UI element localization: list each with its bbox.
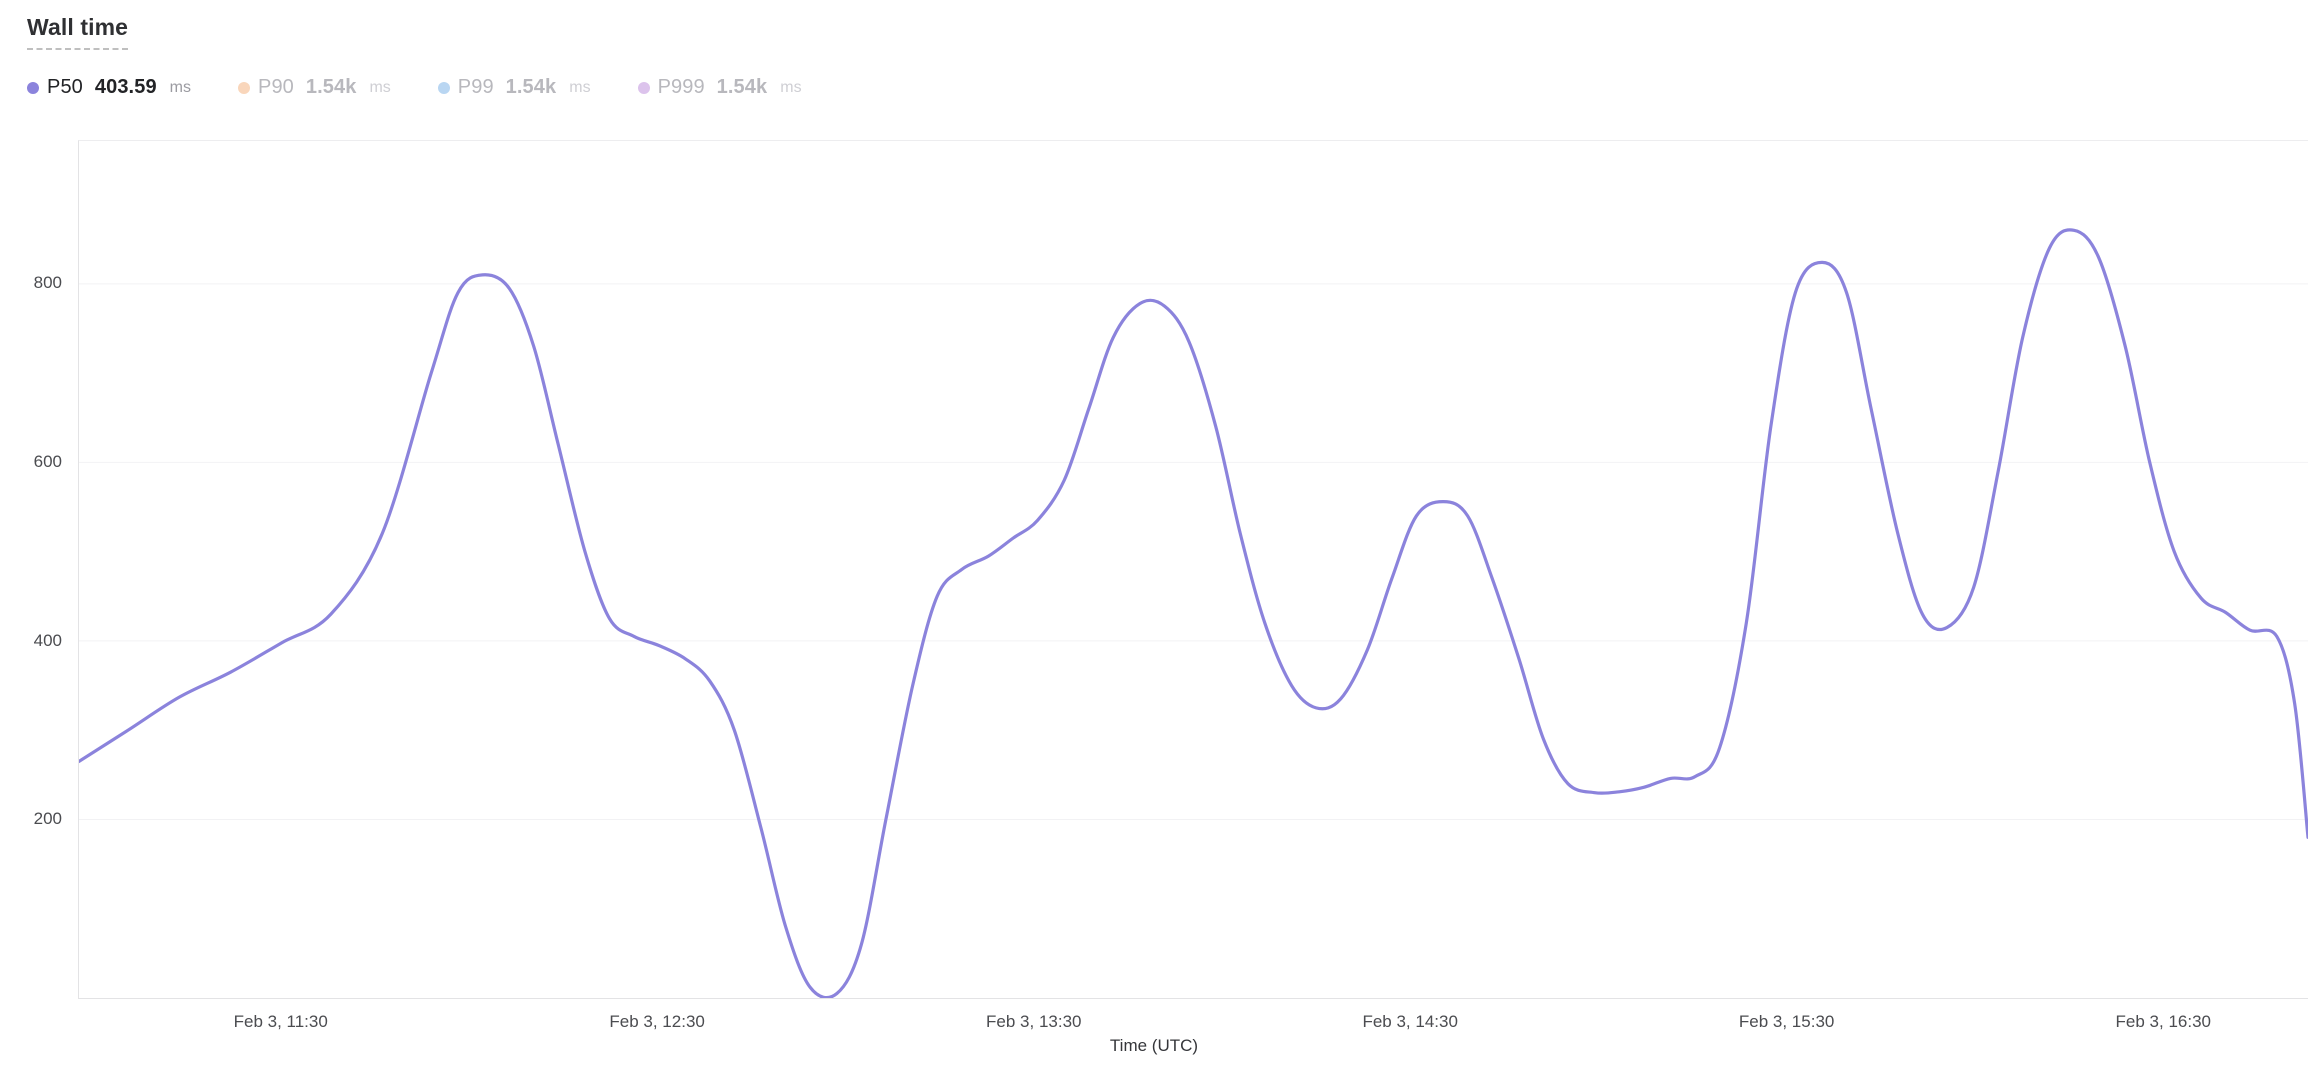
line-chart-svg [79,141,2308,998]
y-tick-label: 600 [33,451,62,471]
y-tick-label: 400 [33,630,62,650]
legend-series-unit: ms [169,78,191,96]
legend-series-value: 1.54k [716,76,768,98]
legend-series-name: P90 [258,76,294,98]
y-tick-label: 200 [33,809,62,829]
x-axis-title: Time (UTC) [1109,1036,1199,1055]
legend-item-p50[interactable]: P50 403.59 ms [27,76,191,99]
x-tick-label: Feb 3, 15:30 [1738,1012,1835,1031]
legend-dot-icon [437,81,450,94]
legend-item-p90[interactable]: P90 1.54k ms [238,76,391,99]
legend-series-unit: ms [569,78,591,96]
x-tick-label: Feb 3, 14:30 [1362,1012,1458,1031]
legend-series-value: 1.54k [505,76,557,98]
chart-legend: P50 403.59 ms P90 1.54k ms P99 1.54k ms P999 1.54k… [27,76,849,99]
plot-area[interactable] [78,140,2308,998]
x-tick-label: Feb 3, 16:30 [2115,1012,2211,1031]
series-line-p50 [79,230,2308,998]
series-paths [79,230,2308,998]
legend-item-p99[interactable]: P99 1.54k ms [437,76,591,99]
gridlines [79,283,2308,820]
legend-item-p999[interactable]: P999 1.54k ms [637,76,802,99]
legend-series-value: 1.54k [305,76,357,98]
legend-series-value: 403.59 [94,76,157,98]
legend-series-name: P50 [47,76,83,98]
legend-series-unit: ms [780,78,802,96]
legend-series-name: P99 [457,76,494,98]
x-axis-labels: Feb 3, 11:30 Feb 3, 12:30 Feb 3, 13:30 Feb … [78,998,2308,1038]
x-tick-label: Feb 3, 11:30 [233,1012,328,1031]
legend-series-name: P999 [657,76,705,98]
x-tick-label: Feb 3, 12:30 [609,1012,705,1031]
legend-dot-icon [27,81,39,94]
page-title: Wall time [27,13,129,50]
legend-dot-icon [238,81,250,94]
y-tick-label: 800 [33,273,62,292]
legend-series-unit: ms [369,78,391,96]
y-axis-labels: 200 400 600 800 [0,140,78,998]
x-axis-line [78,998,2308,999]
x-tick-label: Feb 3, 13:30 [986,1012,1082,1031]
legend-dot-icon [637,81,650,94]
